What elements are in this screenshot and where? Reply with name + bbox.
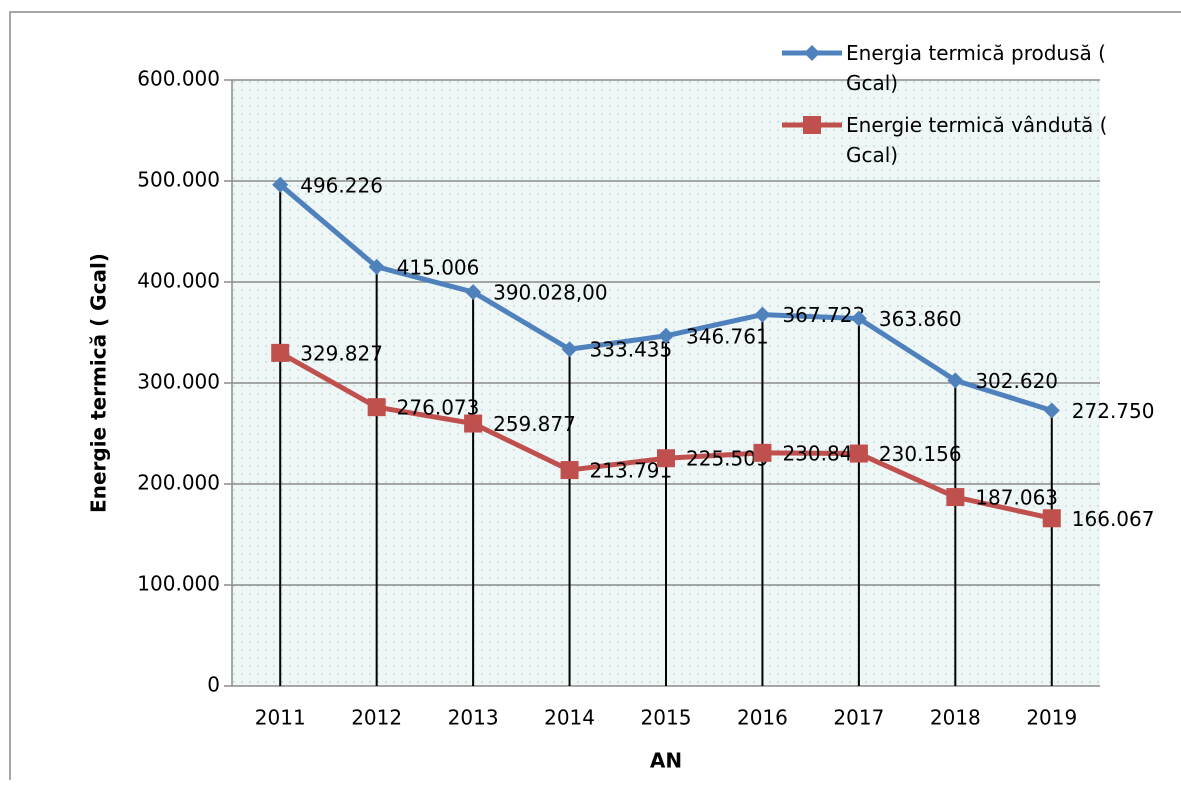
data-label: 363.860 [879, 307, 962, 331]
data-label: 367.723 [782, 303, 865, 327]
data-label: 329.827 [300, 341, 383, 365]
data-label: 230.156 [879, 442, 962, 466]
point [561, 341, 578, 358]
point [947, 372, 964, 389]
legend-label: Energia termică produsă ( Gcal) [846, 41, 1106, 95]
data-label: 333.435 [590, 338, 673, 362]
legend-marker [804, 45, 820, 61]
legend-label: Energie termică vândută ( Gcal) [846, 113, 1108, 167]
x-tick-label: 2011 [255, 706, 306, 730]
y-tick-label: 200.000 [137, 471, 220, 495]
data-label: 496.226 [300, 173, 383, 197]
legend-item: Energia termică produsă ( Gcal) [780, 38, 1146, 98]
frame [9, 11, 1181, 780]
data-label: 390.028,00 [493, 281, 608, 305]
y-tick-label: 500.000 [137, 168, 220, 192]
legend-icon [782, 116, 842, 134]
point [464, 414, 483, 433]
point [657, 449, 675, 468]
y-tick-label: 0 [207, 673, 220, 697]
data-label: 302.620 [975, 369, 1058, 393]
point [367, 398, 386, 417]
legend-marker [803, 116, 821, 134]
data-label: 166.067 [1072, 507, 1155, 531]
point [1043, 402, 1060, 419]
legend: Energia termică produsă ( Gcal) Energie t… [780, 38, 1160, 182]
data-label: 187.063 [975, 486, 1058, 510]
point [465, 284, 482, 301]
point [850, 310, 867, 327]
point [368, 258, 385, 275]
x-tick-label: 2017 [833, 706, 884, 730]
x-axis-title: AN [650, 749, 682, 773]
data-label: 346.761 [686, 324, 769, 348]
point [849, 444, 868, 463]
point [1042, 509, 1061, 528]
y-tick-label: 600.000 [137, 67, 220, 91]
data-label: 259.877 [493, 412, 576, 436]
point [272, 176, 289, 193]
x-tick-label: 2016 [737, 706, 788, 730]
y-tick-label: 300.000 [137, 370, 220, 394]
x-tick-label: 2013 [448, 706, 499, 730]
point [658, 327, 674, 344]
point [753, 443, 772, 462]
point [560, 461, 579, 480]
x-tick-label: 2014 [544, 706, 595, 730]
point [754, 306, 771, 323]
legend-item: Energie termică vândută ( Gcal) [780, 110, 1146, 170]
data-label: 415.006 [397, 255, 480, 279]
data-label: 272.750 [1072, 399, 1155, 423]
x-tick-label: 2012 [351, 706, 402, 730]
x-tick-label: 2015 [641, 706, 692, 730]
y-axis-title: Energie termică ( Gcal) [87, 253, 111, 513]
legend-icon [782, 45, 842, 61]
y-tick-label: 100.000 [137, 572, 220, 596]
point [946, 488, 965, 507]
x-tick-label: 2019 [1026, 706, 1077, 730]
x-tick-label: 2018 [930, 706, 981, 730]
y-tick-label: 400.000 [137, 269, 220, 293]
point [271, 343, 290, 362]
